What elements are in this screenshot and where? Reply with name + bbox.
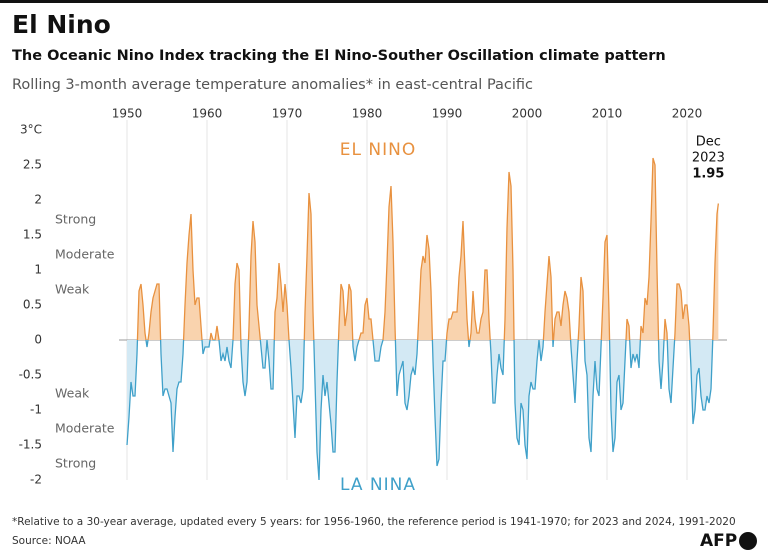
top-rule (0, 0, 768, 3)
x-tick-label: 1970 (272, 107, 303, 121)
intensity-label: Strong (55, 456, 96, 471)
x-tick-label: 1980 (352, 107, 383, 121)
x-tick-label: 1990 (432, 107, 463, 121)
footnote: *Relative to a 30-year average, updated … (12, 516, 736, 528)
chart-description: Rolling 3-month average temperature anom… (12, 77, 533, 93)
x-tick-label: 2010 (592, 107, 623, 121)
intensity-label: Weak (55, 282, 90, 297)
x-tick-label: 1960 (192, 107, 223, 121)
y-tick-label: -1.5 (19, 438, 42, 452)
y-tick-label: 1.5 (23, 228, 42, 242)
x-tick-label: 2000 (512, 107, 543, 121)
source: Source: NOAA (12, 535, 86, 547)
x-tick-label: 2020 (672, 107, 703, 121)
logo-globe (739, 532, 757, 550)
upper-label: EL NINO (340, 140, 416, 160)
intensity-label: Moderate (55, 421, 115, 436)
x-tick-label: 1950 (112, 107, 143, 121)
plot-area: 1950 1960 1970 1980 1990 2000 2010 2020 3°C 2.5 2 1… (19, 107, 727, 495)
intensity-label: Moderate (55, 247, 115, 262)
intensity-label: Strong (55, 212, 96, 227)
chart-subtitle: The Oceanic Nino Index tracking the El N… (12, 48, 666, 64)
value-label: 1.95 (692, 167, 724, 182)
y-tick-label: 3°C (20, 123, 42, 137)
y-tick-label: -2 (30, 473, 42, 487)
y-tick-label: 1 (34, 263, 42, 277)
lower-label: LA NINA (340, 475, 416, 495)
chart-title: El Nino (12, 10, 111, 39)
y-tick-label: -0.5 (19, 368, 42, 382)
area-fill (127, 158, 719, 480)
anomaly-line (126, 157, 720, 481)
y-tick-label: -1 (30, 403, 42, 417)
intensity-label: Weak (55, 386, 90, 401)
y-tick-label: 2 (34, 193, 42, 207)
y-tick-label: 0 (34, 333, 42, 347)
logo: AFP (700, 531, 737, 551)
y-tick-label: 2.5 (23, 158, 42, 172)
y-tick-label: 0.5 (23, 298, 42, 312)
end-label: Dec (696, 135, 721, 150)
end-label: 2023 (692, 151, 725, 166)
